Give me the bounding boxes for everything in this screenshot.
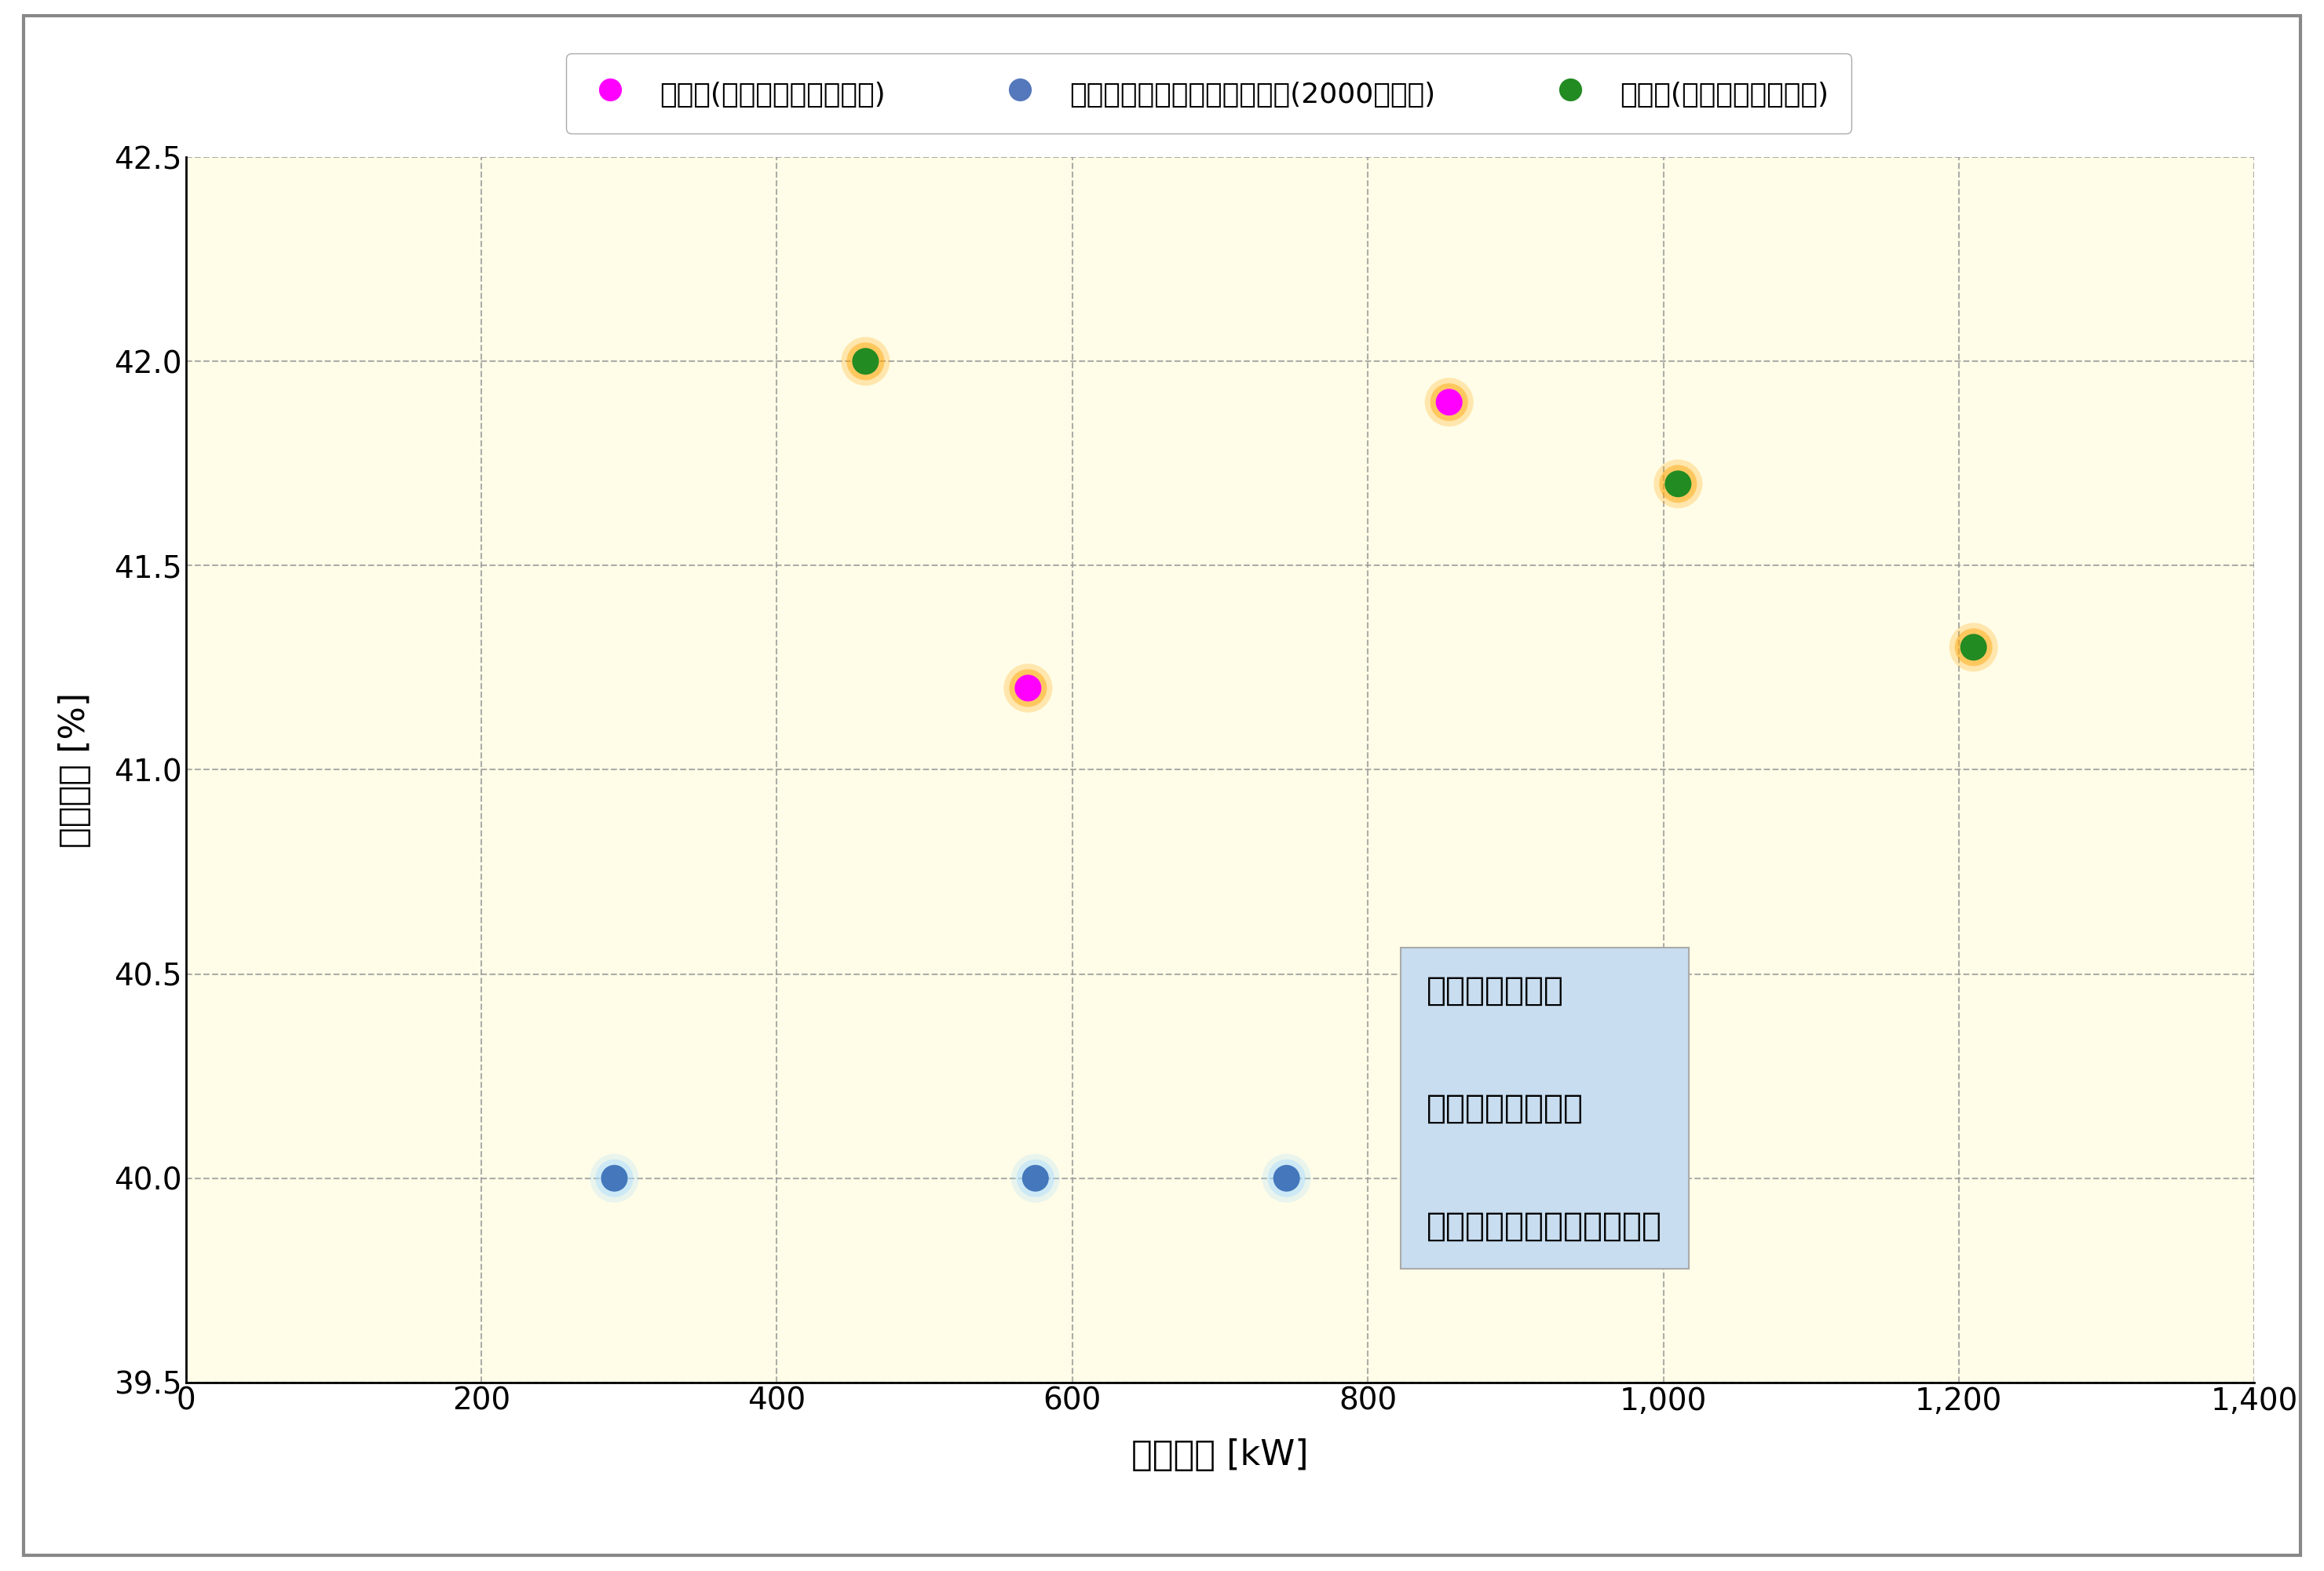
Point (1659, 471, 1697, 496)
Point (1009, 676, 1046, 701)
Point (846, 349, 883, 374)
Point (846, 349, 883, 374)
Point (1432, 390, 1469, 415)
Point (1269, 1166, 1306, 1191)
Point (846, 349, 883, 374)
Point (595, 1166, 632, 1191)
Point (1432, 390, 1469, 415)
Point (1009, 676, 1046, 701)
Point (1954, 635, 1992, 660)
X-axis label: 発電出力 [kW]: 発電出力 [kW] (1132, 1437, 1308, 1472)
Point (1018, 1166, 1055, 1191)
Point (595, 1166, 632, 1191)
Point (1018, 1166, 1055, 1191)
Point (1954, 635, 1992, 660)
Point (1009, 676, 1046, 701)
Point (1018, 1166, 1055, 1191)
Point (1269, 1166, 1306, 1191)
Point (1659, 471, 1697, 496)
Y-axis label: 発電効率 [%]: 発電効率 [%] (58, 691, 93, 848)
Point (1269, 1166, 1306, 1191)
Legend: 現行機(非ロングストローク), ミラーサイクルガスエンジン(2000年発売), 現行機(ロングストローク): 現行機(非ロングストローク), ミラーサイクルガスエンジン(2000年発売), … (565, 53, 1852, 134)
Text: ・発電効率向上

・発電出力アップ

・ラインナップ拡充を実現: ・発電効率向上 ・発電出力アップ ・ラインナップ拡充を実現 (1427, 974, 1662, 1243)
Point (595, 1166, 632, 1191)
Point (1659, 471, 1697, 496)
Point (1954, 635, 1992, 660)
Point (1432, 390, 1469, 415)
